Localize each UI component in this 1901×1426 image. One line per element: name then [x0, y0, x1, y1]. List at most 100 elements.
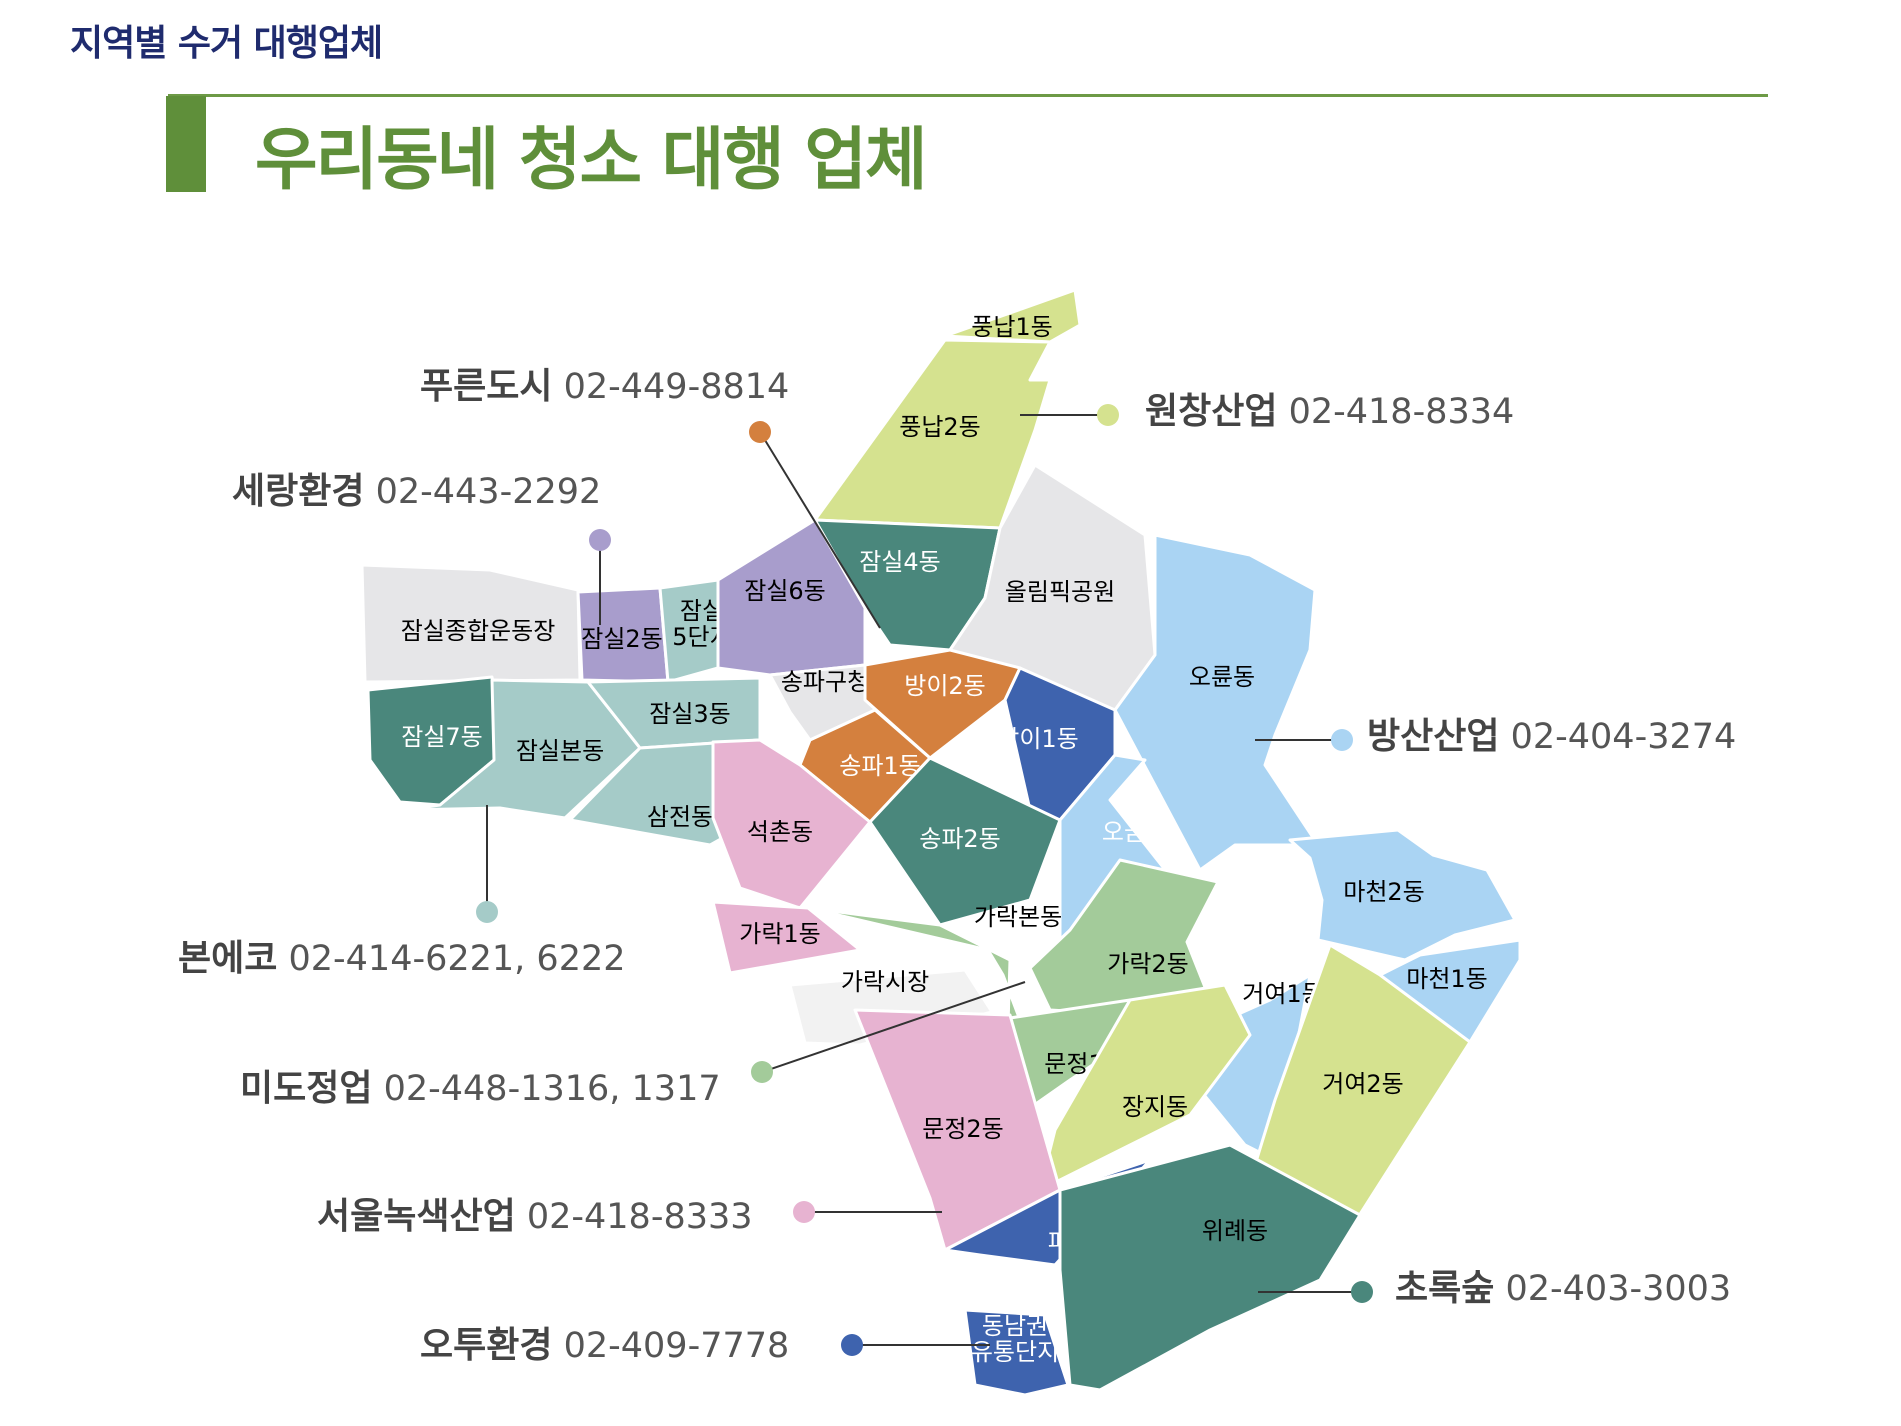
vendor-marker-dot: [793, 1201, 815, 1223]
district-29: 장지동: [1038, 983, 1252, 1192]
district-label: 잠실본동: [516, 737, 604, 765]
vendor-marker-dot: [1351, 1281, 1373, 1303]
vendor-name: 방산산업: [1367, 716, 1499, 757]
district-label: 마천2동: [1343, 878, 1425, 906]
district-12: 잠실본동: [403, 678, 642, 820]
district-label: 잠실6동: [744, 577, 826, 605]
district-17: 석촌동: [711, 738, 872, 910]
map-heading: 우리동네 청소 대행 업체: [255, 121, 928, 200]
vendor-phone: 02-409-7778: [552, 1326, 789, 1366]
district-label: 올림픽공원: [1005, 578, 1115, 606]
district-5: 잠실2동: [576, 586, 670, 684]
district-11: 잠실7동: [366, 675, 504, 807]
vendor-name: 오투환경: [420, 1325, 552, 1366]
leader-line: [759, 431, 881, 629]
leader-lines-layer: [486, 414, 1362, 1346]
vendor-phone: 02-418-8333: [516, 1197, 753, 1237]
district-label: 풍납2동: [899, 413, 981, 441]
district-0: 풍납1동: [943, 288, 1082, 344]
vendor-label: 서울녹색산업 02-418-8333: [317, 1196, 753, 1237]
vendor-phone: 02-418-8334: [1277, 392, 1514, 432]
district-label: 가락시장: [841, 968, 929, 996]
vendor-marker-dot: [589, 529, 611, 551]
district-shape: [1113, 533, 1320, 872]
district-shape: [1058, 1143, 1362, 1392]
district-label: 거여2동: [1322, 1070, 1404, 1098]
district-label: 방이2동: [904, 672, 986, 700]
vendor-phone: 02-404-3274: [1499, 717, 1736, 757]
district-10: 오륜동: [1113, 533, 1320, 872]
district-label: 오금동: [1102, 818, 1168, 846]
vendor-label: 본에코 02-414-6221, 6222: [178, 938, 626, 979]
district-shape: [1288, 828, 1517, 962]
vendor-phone: 02-449-8814: [552, 367, 789, 407]
vendor-name: 세랑환경: [232, 471, 364, 512]
district-shape: [868, 756, 1062, 927]
vendor-label: 세랑환경 02-443-2292: [232, 471, 601, 512]
vendor-label: 방산산업 02-404-3274: [1367, 716, 1736, 757]
district-label: 송파구청: [781, 668, 869, 696]
district-label: 위례동: [1202, 1217, 1268, 1245]
vendor-name: 서울녹색산업: [317, 1196, 516, 1237]
district-13: 잠실3동: [586, 676, 762, 750]
vendor-phone: 02-403-3003: [1494, 1269, 1731, 1309]
district-15: 송파1동: [798, 708, 932, 824]
district-shape: [1038, 983, 1252, 1192]
district-shape: [711, 738, 872, 910]
vendor-phone: 02-443-2292: [364, 472, 601, 512]
vendor-label: 미도정업 02-448-1316, 1317: [240, 1068, 721, 1109]
district-21: 가락1동: [711, 900, 862, 975]
district-23: 가락2동: [1028, 858, 1220, 1022]
district-label: 송파1동: [839, 752, 921, 780]
district-label: 가락본동: [974, 903, 1062, 931]
district-7: 잠실6동: [716, 518, 867, 677]
vendor-marker-dot: [1331, 729, 1353, 751]
vendor-name: 원창산업: [1145, 391, 1277, 432]
page-title: 지역별 수거 대행업체: [70, 23, 383, 64]
vendor-marker-dot: [476, 901, 498, 923]
district-label: 마천1동: [1406, 965, 1488, 993]
vendor-name: 초록숲: [1395, 1268, 1494, 1309]
vendor-marker-dot: [749, 421, 771, 443]
district-3: 올림픽공원: [948, 463, 1157, 712]
district-label: 문정2동: [922, 1115, 1004, 1143]
vendor-name: 본에코: [178, 938, 277, 979]
district-label: 가락2동: [1107, 950, 1189, 978]
vendor-name: 푸른도시: [420, 366, 552, 407]
district-label: 잠실4동: [859, 548, 941, 576]
district-32: 위례동: [1058, 1143, 1362, 1392]
vendor-name: 미도정업: [240, 1068, 372, 1109]
district-label: 석촌동: [747, 818, 813, 846]
district-4: 잠실종합운동장: [360, 563, 582, 684]
district-label: 삼전동: [647, 803, 713, 831]
vendors-layer: 푸른도시 02-449-8814 원창산업 02-418-8334 세랑환경 02-…: [178, 366, 1736, 1366]
district-label: 동남권 유통단지: [971, 1312, 1059, 1366]
district-label: 잠실3동: [649, 700, 731, 728]
heading-accent-bar: [166, 96, 206, 192]
vendor-label: 초록숲 02-403-3003: [1395, 1268, 1731, 1309]
vendor-label: 오투환경 02-409-7778: [420, 1325, 789, 1366]
heading-divider-line: [168, 94, 1768, 97]
district-33: 동남권 유통단지: [963, 1308, 1070, 1397]
vendor-marker-dot: [841, 1334, 863, 1356]
district-18: 송파2동: [868, 756, 1062, 927]
district-shape: [1028, 858, 1220, 1022]
district-shape: [711, 900, 862, 975]
district-label: 방이1동: [997, 725, 1079, 753]
vendor-phone: 02-448-1316, 1317: [372, 1069, 720, 1109]
district-label: 잠실2동: [581, 625, 663, 653]
leader-line: [761, 981, 1026, 1073]
district-label: 풍납1동: [971, 313, 1053, 341]
district-20: 마천2동: [1288, 828, 1517, 962]
district-label: 오륜동: [1189, 663, 1255, 691]
district-27: 거여2동: [1253, 943, 1472, 1224]
district-label: 잠실종합운동장: [401, 617, 556, 645]
vendor-label: 푸른도시 02-449-8814: [420, 366, 789, 407]
vendor-label: 원창산업 02-418-8334: [1145, 391, 1514, 432]
district-label: 잠실7동: [401, 723, 483, 751]
vendor-marker-dot: [751, 1061, 773, 1083]
district-label: 가락1동: [739, 920, 821, 948]
district-label: 송파2동: [919, 825, 1001, 853]
